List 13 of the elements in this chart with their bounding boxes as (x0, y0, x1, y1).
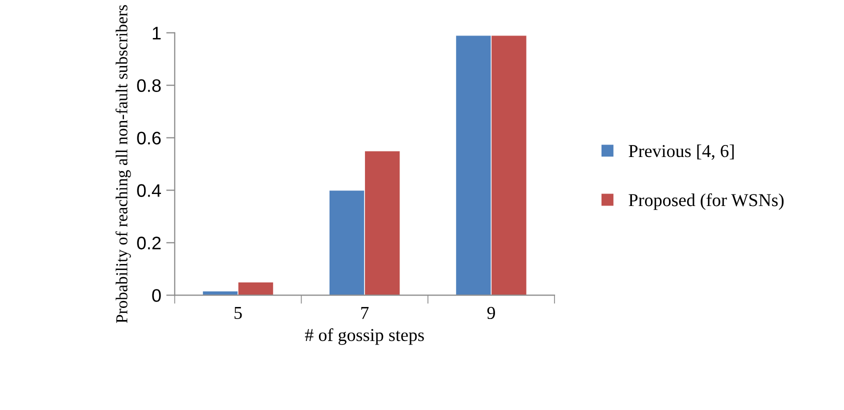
legend-label: Previous [4, 6] (628, 144, 734, 160)
x-tick-label: 5 (234, 307, 242, 320)
y-tick-label: 1 (152, 26, 161, 40)
y-tick-label: 0 (152, 289, 161, 302)
x-axis-title: # of gossip steps (304, 328, 424, 345)
y-axis-title: Probability of reaching all non-fault subscribers (116, 5, 131, 323)
x-tick-label: 9 (487, 306, 495, 320)
y-tick-label: 0.8 (137, 79, 161, 92)
y-tick-label: 0.2 (137, 236, 161, 250)
legend-label: Proposed (for WSNs) (628, 193, 784, 210)
x-tick-label: 7 (361, 307, 369, 319)
y-tick-label: 0.6 (137, 132, 161, 144)
y-tick-label: 0.4 (137, 184, 161, 197)
